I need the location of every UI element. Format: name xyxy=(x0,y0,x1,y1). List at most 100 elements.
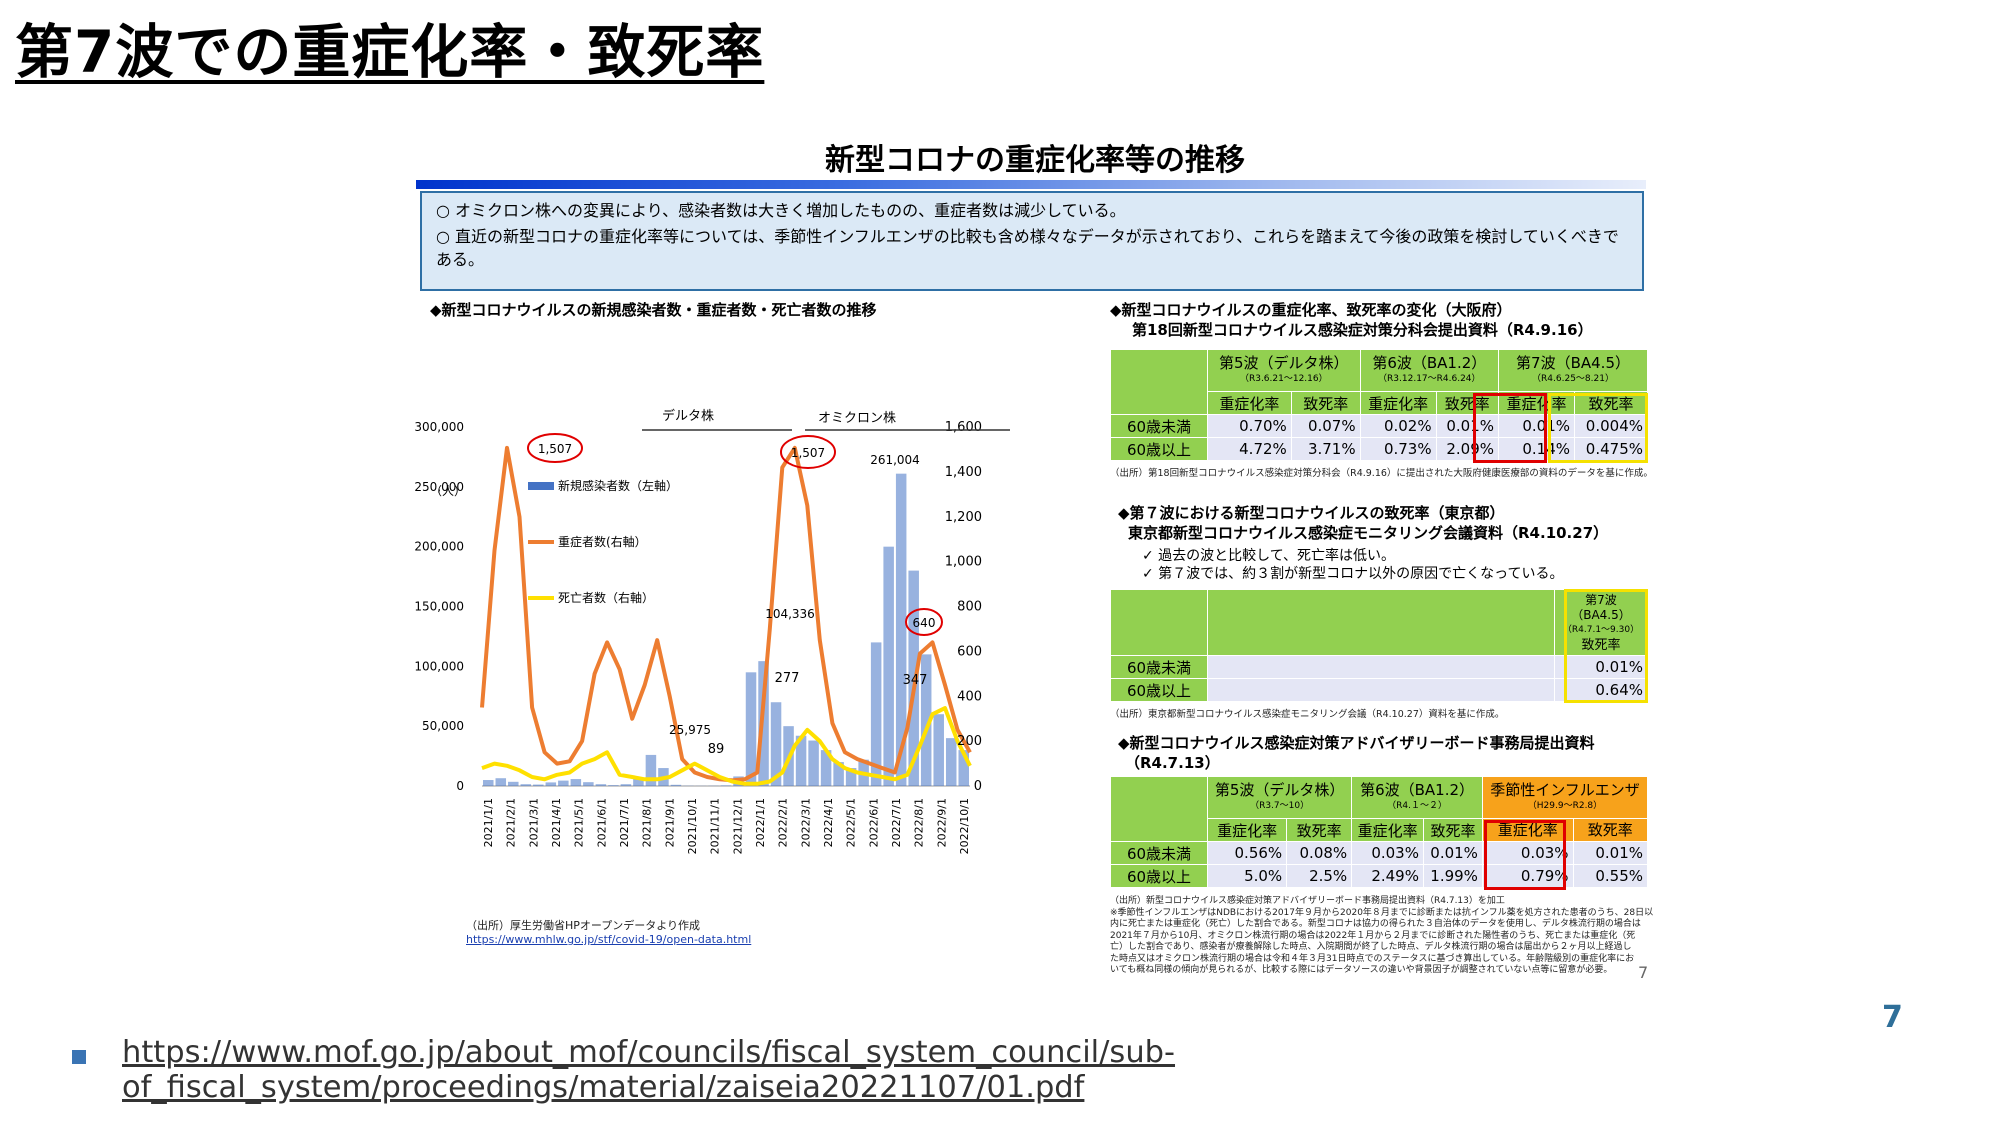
advisory-col1-range: （R3.7～10） xyxy=(1250,800,1310,811)
x-tick-label: 2022/1/1 xyxy=(754,798,767,847)
advisory-cell: 0.79% xyxy=(1481,864,1574,888)
osaka-cell: 3.71% xyxy=(1290,437,1361,461)
y-right-tick-label: 600 xyxy=(957,644,982,659)
x-tick-label: 2021/10/1 xyxy=(686,798,699,854)
y-right-tick-label: 1,000 xyxy=(945,555,982,570)
osaka-cell: 0.02% xyxy=(1359,414,1437,438)
advisory-sub-1: 重症化率 xyxy=(1206,818,1288,842)
y-left-tick-label: 50,000 xyxy=(422,719,464,733)
advisory-sub-6: 致死率 xyxy=(1572,818,1649,842)
advisory-col1-name: 第5波（デルタ株） xyxy=(1214,780,1345,799)
x-tick-label: 2021/12/1 xyxy=(731,798,744,854)
osaka-sub-3: 重症化率 xyxy=(1359,391,1437,415)
embedded-page-number: 7 xyxy=(1638,963,1649,982)
new-cases-bar xyxy=(945,738,957,786)
new-cases-bar xyxy=(808,740,819,786)
osaka-subheading: 第18回新型コロナウイルス感染症対策分科会提出資料（R4.9.16） xyxy=(1132,321,1593,339)
x-tick-label: 2021/1/1 xyxy=(482,798,495,847)
advisory-row-label: 60歳未満 xyxy=(1110,841,1208,865)
tokyo-col-sub: 致死率 xyxy=(1581,637,1621,653)
y-left-tick-label: 0 xyxy=(456,779,464,793)
legend-cases: 新規感染者数（左軸） xyxy=(558,478,678,493)
osaka-sub-4: 致死率 xyxy=(1435,391,1500,415)
osaka-cell: 0.70% xyxy=(1207,414,1292,438)
osaka-row-label: 60歳未満 xyxy=(1110,414,1208,438)
new-cases-bar xyxy=(720,785,732,786)
osaka-heading: ◆新型コロナウイルスの重症化率、致死率の変化（大阪府） xyxy=(1110,301,1512,319)
tokyo-col-range: （R4.7.1～9.30） xyxy=(1562,624,1640,635)
new-cases-bar xyxy=(483,780,494,786)
new-cases-bar xyxy=(545,782,557,786)
embedded-document: 新型コロナの重症化率等の推移 ○ オミクロン株への変異により、感染者数は大きく増… xyxy=(410,125,1660,985)
x-tick-label: 2021/7/1 xyxy=(618,798,631,847)
x-tick-label: 2021/9/1 xyxy=(663,798,676,847)
x-tick-label: 2022/4/1 xyxy=(822,798,835,847)
period-label-delta: デルタ株 xyxy=(662,408,714,424)
osaka-cell: 0.01% xyxy=(1498,414,1576,438)
page-number: 7 xyxy=(1882,1000,1903,1035)
advisory-notes: （出所）新型コロナウイルス感染症対策アドバイザリーボード事務局提出資料（R4.7… xyxy=(1110,896,1658,977)
x-tick-label: 2021/6/1 xyxy=(595,798,608,847)
annotation-89: 89 xyxy=(708,742,725,757)
osaka-col1-range: （R3.6.21～12.16） xyxy=(1239,373,1328,384)
advisory-subheading: （R4.7.13） xyxy=(1125,754,1220,772)
y-right-tick-label: 800 xyxy=(957,600,982,615)
advisory-heading: ◆新型コロナウイルス感染症対策アドバイザリーボード事務局提出資料 xyxy=(1118,734,1595,752)
advisory-cell: 0.55% xyxy=(1572,864,1649,888)
y-axis-unit: （人） xyxy=(430,484,466,498)
osaka-highlight-red xyxy=(1473,393,1547,463)
new-cases-bar xyxy=(558,780,569,786)
tokyo-cell: 0.64% xyxy=(1554,678,1648,702)
x-tick-label: 2021/11/1 xyxy=(709,798,722,854)
advisory-sub-4: 致死率 xyxy=(1422,818,1483,842)
osaka-highlight-yellow xyxy=(1548,393,1648,463)
x-tick-label: 2021/4/1 xyxy=(550,798,563,847)
advisory-cell: 0.03% xyxy=(1481,841,1574,865)
peak-label-2: 1,507 xyxy=(791,446,825,460)
x-tick-label: 2022/7/1 xyxy=(890,798,903,847)
new-cases-bar xyxy=(795,735,807,786)
advisory-note: 2021年７月から10月、オミクロン株流行期の場合は2022年１月から２月までに… xyxy=(1110,930,1636,941)
advisory-cell: 0.56% xyxy=(1206,841,1288,865)
new-cases-bar xyxy=(533,784,544,786)
x-tick-label: 2022/5/1 xyxy=(845,798,858,847)
x-tick-label: 2021/5/1 xyxy=(573,798,586,847)
new-cases-bar xyxy=(670,784,682,786)
y-axis-right: 1,600 1,400 1,200 1,000 800 600 400 200 0 xyxy=(945,420,982,794)
tokyo-source: （出所）東京都新型コロナウイルス感染症モニタリング会議（R4.10.27）資料を… xyxy=(1110,709,1505,720)
osaka-col3-range: （R4.6.25～8.21） xyxy=(1532,373,1614,384)
annotation-104336: 104,336 xyxy=(765,607,815,621)
osaka-col2-name: 第6波（BA1.2） xyxy=(1372,353,1487,372)
chart-source-link[interactable]: https://www.mhlw.go.jp/stf/covid-19/open… xyxy=(466,933,752,946)
osaka-sub-1: 重症化率 xyxy=(1207,391,1292,415)
legend-severe: 重症者数(右軸） xyxy=(558,534,647,549)
x-tick-label: 2022/3/1 xyxy=(799,798,812,847)
peak-circle-3 xyxy=(905,608,943,636)
advisory-row-label: 60歳以上 xyxy=(1110,864,1208,888)
new-cases-bar xyxy=(833,762,844,786)
title-rule xyxy=(416,180,1646,189)
new-cases-bar xyxy=(570,779,582,786)
y-axis-left: 300,000 250,000 200,000 150,000 100,000 50,00… xyxy=(414,420,464,793)
source-url-link[interactable]: https://www.mof.go.jp/about_mof/councils… xyxy=(122,1035,1176,1105)
new-cases-bar xyxy=(508,781,519,786)
osaka-col2-range: （R3.12.17～R4.6.24） xyxy=(1378,373,1481,384)
new-cases-bar xyxy=(845,768,857,786)
advisory-col2-name: 第6波（BA1.2） xyxy=(1360,780,1475,799)
tokyo-row-label: 60歳以上 xyxy=(1110,678,1208,702)
annotation-277: 277 xyxy=(775,671,800,686)
tokyo-check-2: ✓ 第７波では、約３割が新型コロナ以外の原因で亡くなっている。 xyxy=(1142,566,1564,582)
new-cases-bar xyxy=(645,754,657,786)
tokyo-table: 第7波 （BA4.5） （R4.7.1～9.30） 致死率 60歳未満 0.01… xyxy=(1110,589,1648,702)
bullet-icon xyxy=(72,1050,86,1064)
osaka-cell: 0.475% xyxy=(1574,437,1648,461)
osaka-row-label: 60歳以上 xyxy=(1110,437,1208,461)
advisory-highlight-red xyxy=(1484,820,1566,890)
y-right-tick-label: 1,600 xyxy=(945,420,982,435)
osaka-table: 第5波（デルタ株） （R3.6.21～12.16） 第6波（BA1.2） （R3.1… xyxy=(1110,349,1648,461)
annotation-261004: 261,004 xyxy=(870,453,920,467)
slide-title: 第7波での重症化率・致死率 xyxy=(15,18,765,86)
new-cases-bars xyxy=(483,473,969,786)
x-axis: 2021/1/1 2021/2/1 2021/3/1 2021/4/1 2021/5/1… xyxy=(482,798,971,854)
y-left-tick-label: 300,000 xyxy=(414,420,464,434)
